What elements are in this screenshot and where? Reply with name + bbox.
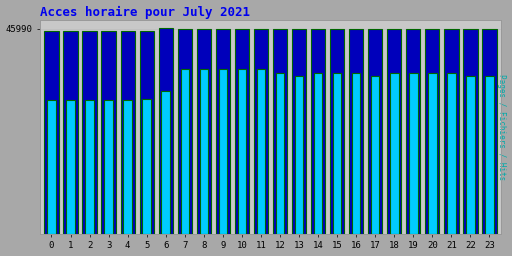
Bar	[295, 76, 303, 234]
Bar	[292, 29, 306, 234]
Bar	[178, 29, 192, 234]
Bar	[63, 31, 78, 234]
Bar	[428, 73, 437, 234]
Bar	[387, 29, 401, 234]
Bar	[330, 29, 344, 234]
Bar	[257, 69, 265, 234]
Bar	[482, 29, 497, 234]
Bar	[181, 69, 189, 234]
Bar	[409, 73, 418, 234]
Bar	[142, 99, 151, 234]
Bar	[352, 73, 360, 234]
Bar	[463, 29, 478, 234]
Bar	[371, 76, 379, 234]
Y-axis label: Pages / Fichiers / Hits: Pages / Fichiers / Hits	[498, 74, 506, 180]
Bar	[216, 29, 230, 234]
Bar	[66, 100, 75, 234]
Bar	[45, 31, 59, 234]
Bar	[123, 100, 132, 234]
Bar	[333, 73, 342, 234]
Bar	[444, 29, 459, 234]
Bar	[276, 73, 284, 234]
Bar	[235, 29, 249, 234]
Bar	[120, 31, 135, 234]
Bar	[254, 29, 268, 234]
Bar	[485, 76, 494, 234]
Bar	[197, 29, 211, 234]
Bar	[47, 100, 56, 234]
Text: Acces horaire pour July 2021: Acces horaire pour July 2021	[40, 6, 250, 19]
Bar	[425, 29, 439, 234]
Bar	[349, 29, 364, 234]
Bar	[238, 69, 246, 234]
Bar	[82, 31, 97, 234]
Bar	[466, 76, 475, 234]
Bar	[219, 69, 227, 234]
Bar	[314, 73, 323, 234]
Bar	[390, 73, 398, 234]
Bar	[406, 29, 420, 234]
Bar	[311, 29, 325, 234]
Bar	[368, 29, 382, 234]
Bar	[159, 28, 173, 234]
Bar	[161, 91, 170, 234]
Bar	[86, 100, 94, 234]
Bar	[101, 31, 116, 234]
Bar	[273, 29, 287, 234]
Bar	[104, 100, 113, 234]
Bar	[447, 73, 456, 234]
Bar	[140, 31, 154, 234]
Bar	[200, 69, 208, 234]
